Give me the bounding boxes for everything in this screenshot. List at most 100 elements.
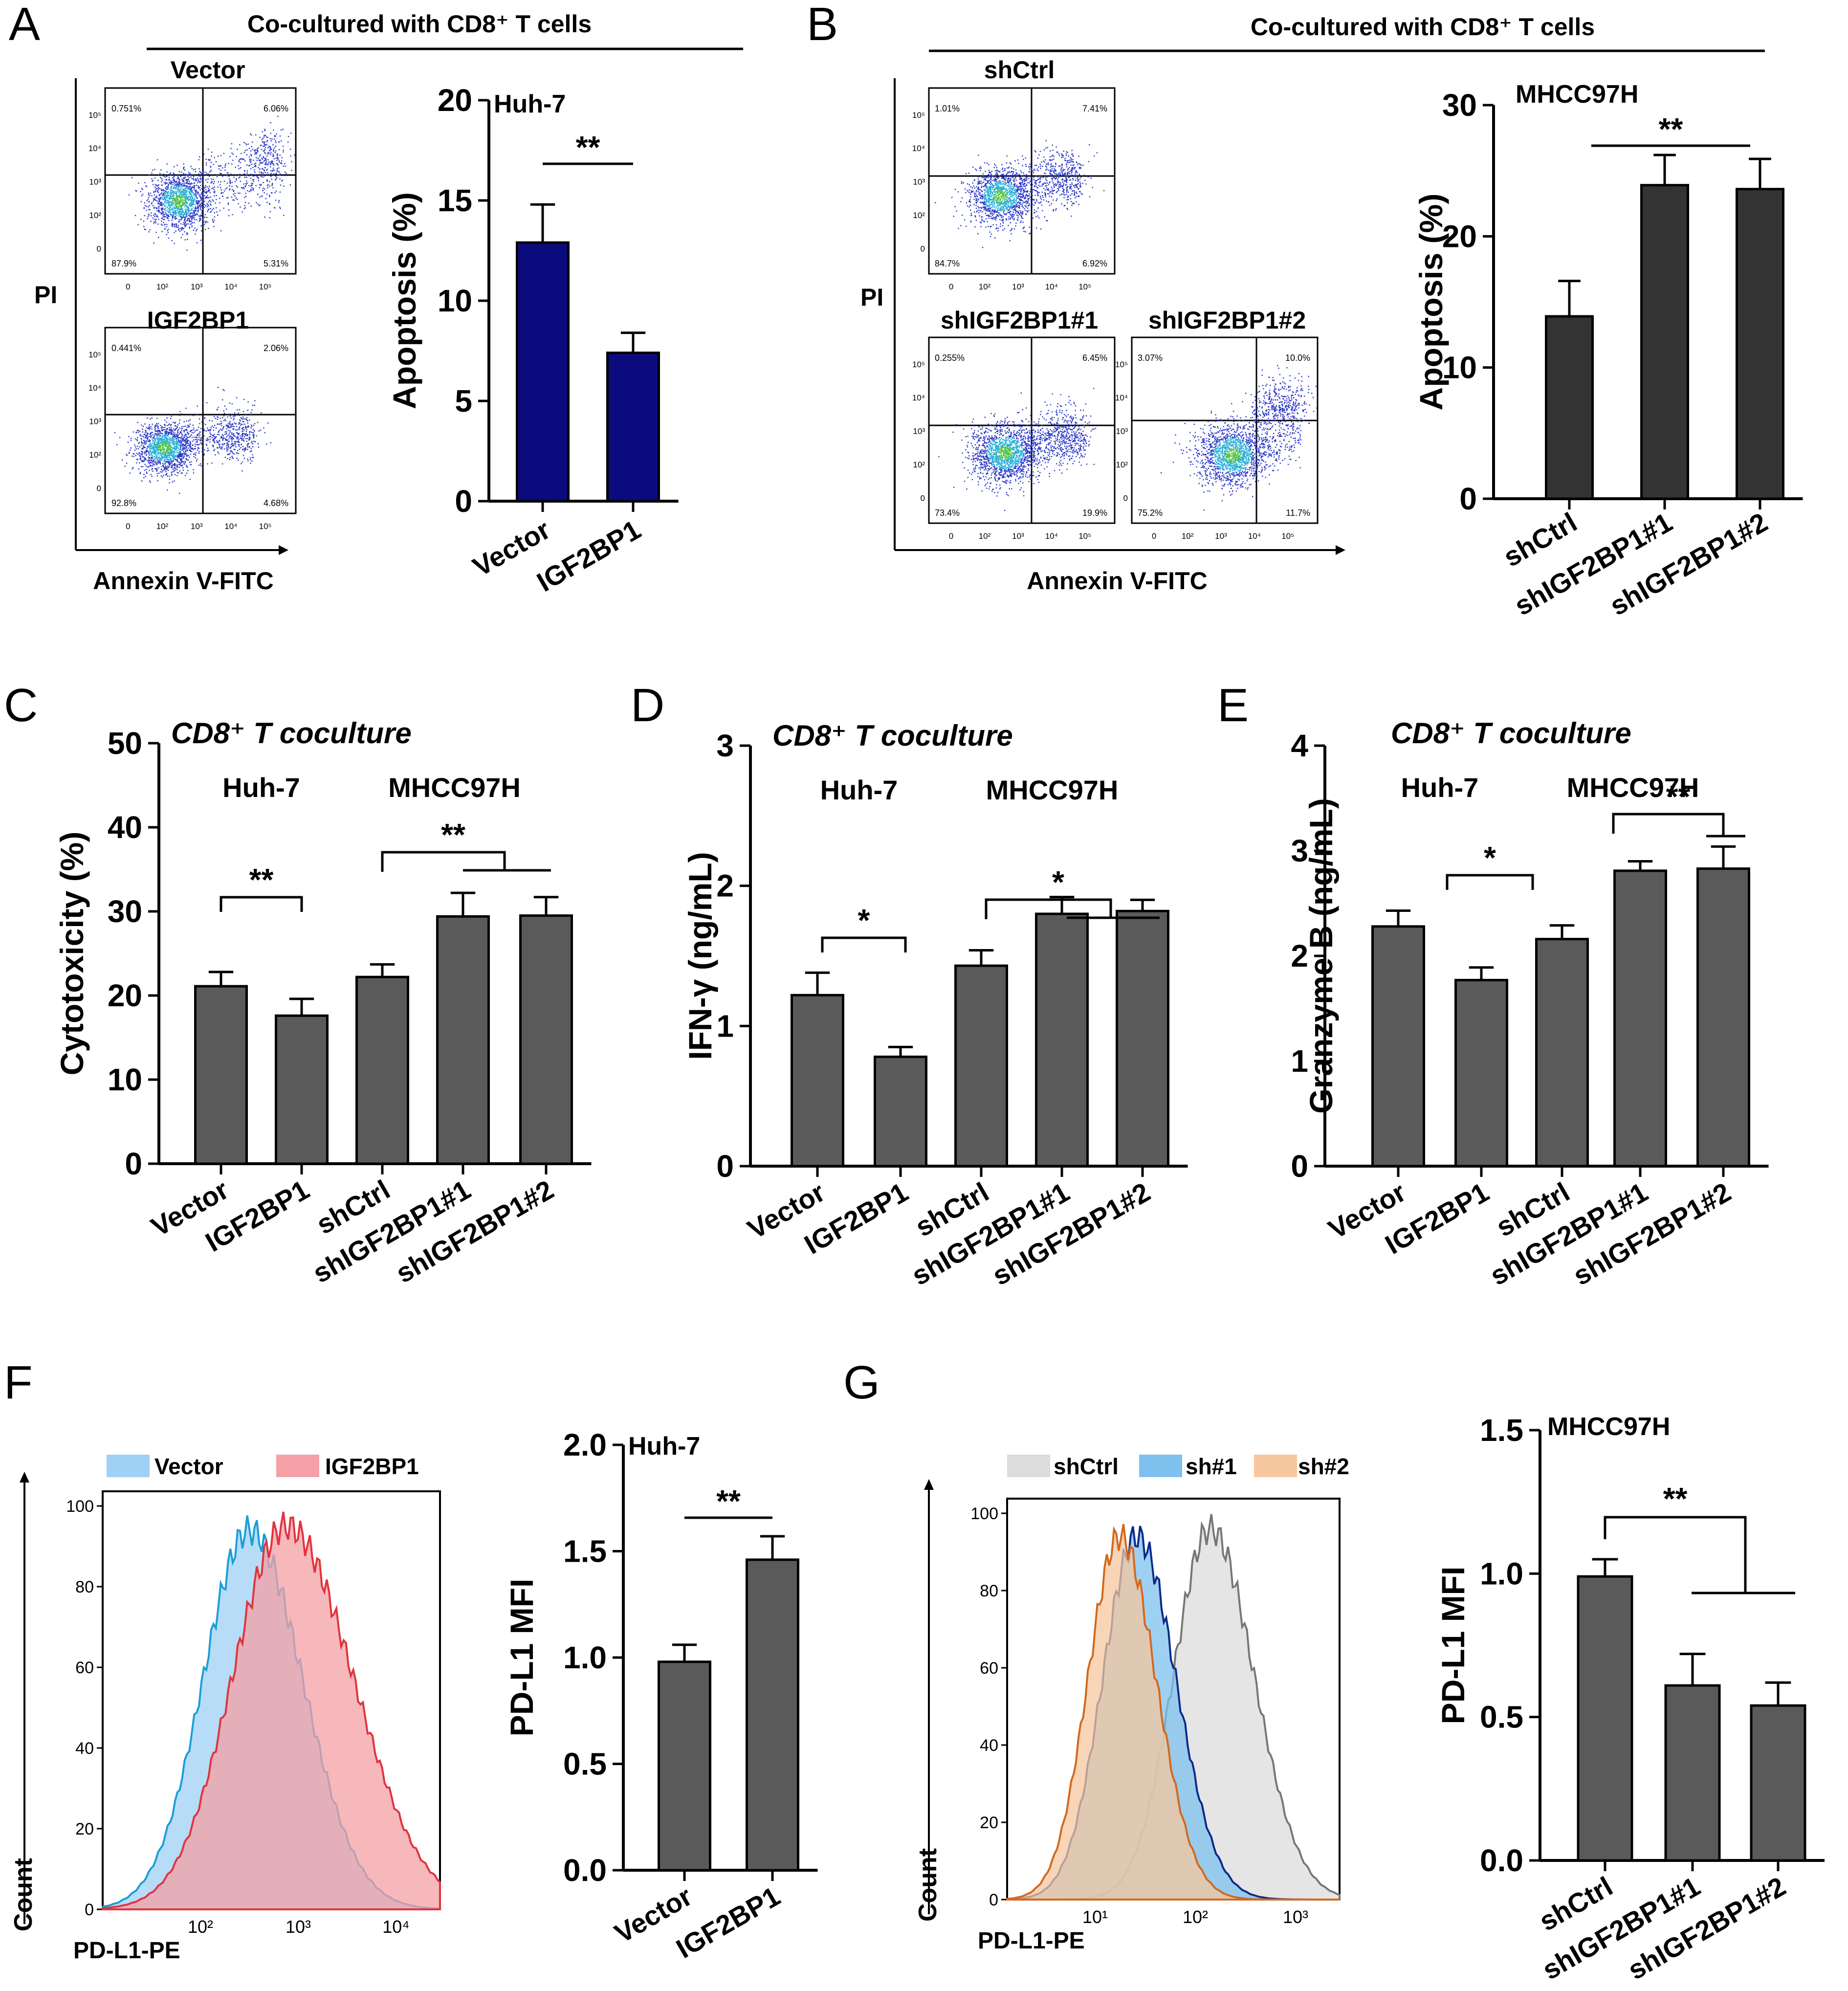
bar — [746, 1558, 799, 1872]
flow-title: IGF2BP1 — [147, 307, 249, 334]
y-tick-label: 4 — [1291, 728, 1308, 763]
y-tick-label: 20 — [108, 978, 142, 1013]
chart-title: CD8⁺ T coculture — [772, 719, 1013, 752]
flow-scatter: 0 0 10² 10² 10³ 10³ 10⁴ 10⁴ 10⁵ 10⁵ — [88, 111, 296, 291]
panel-a-header: Co-cultured with CD8⁺ T cells — [247, 10, 592, 38]
flow-dots-sparse — [935, 140, 1105, 248]
panel-g: G shCtrl sh#1 sh#2 0 20 40 60 80 100 Count PD-L… — [843, 1356, 1349, 1954]
flow-tick-y: 10² — [1116, 460, 1128, 469]
panel-letter-a: A — [9, 0, 40, 50]
flow-tick-x: 10³ — [1012, 531, 1024, 541]
bar — [1577, 1575, 1633, 1862]
histogram-curve-igf2bp1 — [102, 1511, 441, 1910]
histogram-tick-label-y: 100 — [970, 1504, 998, 1523]
legend-label-sh2: sh#2 — [1298, 1454, 1349, 1479]
flow-q1: 0.751% — [111, 104, 141, 113]
panel-f: F Vector IGF2BP1 0 20 40 60 80 100 Count PD-L1-… — [4, 1356, 441, 1964]
flow-frame — [928, 336, 1116, 524]
flow-q1: 0.255% — [935, 353, 965, 363]
flow-dots-dense — [997, 446, 1013, 460]
y-tick-label: 2 — [716, 868, 734, 904]
significance-label: ** — [1666, 779, 1691, 814]
flow-scatter: 0 0 10² 10² 10³ 10³ 10⁴ 10⁴ 10⁵ 10⁵ — [912, 111, 1105, 291]
y-axis-label: Cytotoxicity (%) — [54, 832, 90, 1076]
panel-letter-e: E — [1217, 679, 1249, 731]
flow-tick-x: 0 — [949, 282, 953, 291]
flow-tick-y: 10³ — [89, 177, 101, 187]
flow-title: Vector — [171, 56, 245, 84]
flow-tick-y: 0 — [97, 484, 101, 493]
histogram-curve-sh2 — [1006, 1524, 1340, 1901]
flow-tick-y: 0 — [1123, 493, 1128, 503]
flow-dots-sparse — [938, 388, 1097, 511]
bar — [1664, 1684, 1721, 1862]
flow-dots-sparse — [114, 386, 271, 494]
bar — [1116, 909, 1169, 1168]
flow-dots-mid — [148, 434, 181, 462]
y-tick-label: 10 — [108, 1062, 142, 1097]
panel-letter-g: G — [843, 1356, 880, 1409]
histogram-ylabel: Count — [914, 1848, 942, 1922]
panel-b: B Co-cultured with CD8⁺ T cells shCtrl 1… — [807, 0, 1765, 595]
y-tick-label: 0 — [1291, 1149, 1308, 1184]
y-axis-label: Granzyme B (ng/mL) — [1303, 798, 1339, 1113]
flow-tick-x: 10³ — [1215, 531, 1227, 541]
y-tick-label: 0 — [716, 1149, 734, 1184]
histogram-tick-label-y: 60 — [75, 1659, 94, 1677]
flow-tick-y: 10⁴ — [912, 144, 925, 153]
flow-tick-x: 10⁵ — [259, 522, 272, 531]
histogram-axis-arrow — [20, 1472, 29, 1482]
flow-tick-y: 10² — [913, 460, 925, 469]
flow-tick-y: 10³ — [1116, 427, 1128, 436]
flow-dots-dense — [1224, 448, 1241, 463]
histogram-tick-label-y: 80 — [980, 1582, 998, 1600]
flow-tick-y: 10⁴ — [1115, 393, 1128, 402]
y-tick-label: 10 — [1442, 350, 1477, 385]
bar — [355, 975, 409, 1165]
histogram-tick-label-y: 40 — [75, 1739, 94, 1758]
flow-tick-x: 10² — [1182, 531, 1194, 541]
flow-tick-y: 10⁴ — [88, 383, 101, 393]
histogram-tick-label-x: 10¹ — [1082, 1907, 1108, 1927]
flow-plot-b-sh1: shIGF2BP1#1 0.255% 6.45% 19.9% 73.4% 0 0 1… — [912, 307, 1116, 541]
flow-scatter: 0 0 10² 10² 10³ 10³ 10⁴ 10⁴ 10⁵ 10⁵ — [88, 350, 272, 531]
y-tick-label: 0.5 — [563, 1747, 607, 1782]
flow-tick-x: 10⁵ — [1281, 531, 1294, 541]
legend-label-sh1: sh#1 — [1186, 1454, 1237, 1479]
flow-tick-y: 10⁵ — [912, 360, 925, 369]
flow-tick-y: 10³ — [89, 417, 101, 426]
bar-chart-c: 0 10 20 30 40 50 Cytotoxicity (%) CD8⁺ T cocult… — [54, 717, 592, 1289]
bar — [519, 914, 573, 1165]
histogram-f: 0 20 40 60 80 100 Count PD-L1-PE 10² 10³ 10⁴ — [9, 1472, 441, 1964]
flow-dots-mid — [987, 437, 1024, 469]
significance-bracket — [985, 898, 1160, 919]
bar — [1750, 1704, 1806, 1862]
chart-title: MHCC97H — [1516, 80, 1638, 109]
flow-tick-x: 10⁴ — [224, 522, 237, 531]
flow-tick-y: 0 — [97, 244, 101, 253]
bar — [275, 1014, 329, 1165]
group-label: Huh-7 — [1401, 772, 1479, 803]
bar — [1640, 184, 1689, 500]
flow-q2: 7.41% — [1082, 104, 1107, 113]
legend-swatch-shctrl — [1007, 1455, 1050, 1477]
y-tick-label: 40 — [108, 810, 142, 845]
flow-q3: 19.9% — [1082, 508, 1107, 518]
histogram-tick-label-x: 10⁴ — [382, 1917, 410, 1937]
flow-tick-x: 10⁴ — [1045, 531, 1058, 541]
y-axis-label: Apoptosis (%) — [386, 192, 422, 409]
histogram-tick-label-y: 60 — [980, 1659, 998, 1678]
legend-label-shctrl: shCtrl — [1054, 1454, 1119, 1479]
category-label: shIGF2BP1#2 — [1605, 507, 1773, 621]
flow-dots-dense — [157, 442, 172, 454]
flow-dots-sparse — [1160, 365, 1318, 511]
y-tick-label: 0 — [455, 484, 472, 519]
y-tick-label: 0 — [1459, 481, 1477, 516]
chart-title: Huh-7 — [494, 90, 566, 118]
category-label: IGF2BP1 — [531, 514, 646, 597]
group-label: Huh-7 — [222, 772, 300, 803]
flow-tick-x: 10³ — [191, 522, 203, 531]
legend-label-igf2bp1: IGF2BP1 — [325, 1454, 419, 1479]
bar — [1035, 912, 1089, 1168]
